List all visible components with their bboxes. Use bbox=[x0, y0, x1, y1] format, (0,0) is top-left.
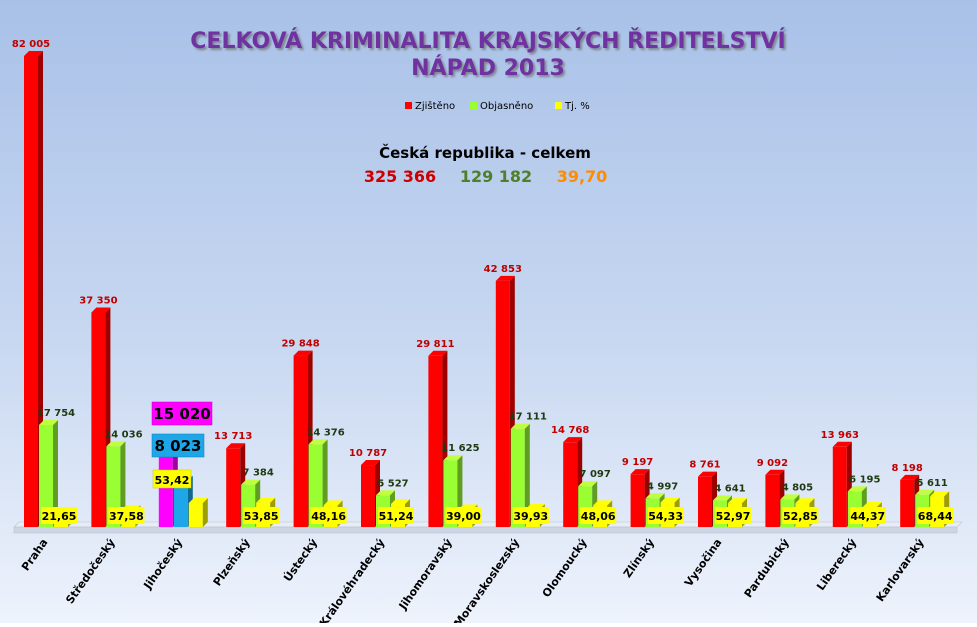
label-solved: 14 036 bbox=[104, 429, 142, 440]
label-percent: 39,93 bbox=[513, 510, 548, 523]
label-percent: 53,85 bbox=[244, 510, 279, 523]
bar-detected bbox=[832, 441, 852, 527]
label-percent-box: 54,33 bbox=[647, 507, 684, 524]
label-percent: 51,24 bbox=[379, 510, 414, 523]
label-detected: 13 713 bbox=[214, 431, 252, 442]
label-percent-box: 44,37 bbox=[849, 507, 886, 524]
label-percent: 53,42 bbox=[155, 474, 190, 487]
floor-top bbox=[13, 521, 963, 528]
label-percent: 48,06 bbox=[581, 510, 616, 523]
label-solved: 14 376 bbox=[306, 427, 344, 438]
label-solved: 4 997 bbox=[647, 481, 678, 492]
legend-label-percent: Tj. % bbox=[564, 101, 590, 112]
label-detected: 42 853 bbox=[484, 264, 522, 275]
summary-solved: 129 182 bbox=[460, 167, 532, 186]
bar-solved bbox=[39, 420, 58, 527]
label-detected: 14 768 bbox=[551, 425, 589, 436]
legend-label-solved: Objasněno bbox=[480, 100, 533, 112]
label-percent: 52,85 bbox=[783, 510, 818, 523]
label-percent: 68,44 bbox=[918, 510, 953, 523]
summary-detected: 325 366 bbox=[364, 167, 436, 186]
bar-percent bbox=[188, 497, 208, 527]
chart-title: CELKOVÁ KRIMINALITA KRAJSKÝCH ŘEDITELSTV… bbox=[190, 28, 785, 54]
label-solved: 4 805 bbox=[782, 482, 813, 493]
label-percent: 52,97 bbox=[716, 510, 751, 523]
label-solved: 4 641 bbox=[714, 483, 745, 494]
label-percent-box: 48,06 bbox=[580, 507, 617, 524]
bar-detected bbox=[24, 51, 43, 527]
label-solved: 11 625 bbox=[441, 443, 479, 454]
label-percent-box: 51,24 bbox=[378, 507, 414, 524]
label-detected: 37 350 bbox=[79, 295, 117, 306]
legend-swatch-detected bbox=[405, 102, 412, 109]
label-solved: 8 023 bbox=[155, 437, 202, 455]
label-detected: 82 005 bbox=[12, 39, 50, 50]
label-solved: 17 111 bbox=[509, 412, 547, 423]
label-percent-box: 21,65 bbox=[41, 507, 77, 524]
label-percent: 21,65 bbox=[42, 510, 77, 523]
label-detected: 9 092 bbox=[757, 458, 788, 469]
label-solved: 5 527 bbox=[377, 478, 408, 489]
legend: Zjištěno Objasněno Tj. % bbox=[405, 100, 590, 112]
label-solved-highlight: 8 023 bbox=[151, 433, 205, 458]
label-percent-box: 53,42 bbox=[152, 469, 192, 489]
label-detected: 29 811 bbox=[416, 339, 454, 350]
label-percent-box: 39,00 bbox=[445, 507, 482, 524]
chart-floor bbox=[13, 521, 963, 534]
label-percent-box: 68,44 bbox=[917, 507, 954, 524]
label-solved: 6 195 bbox=[849, 474, 880, 485]
bar-solved bbox=[106, 441, 126, 527]
label-solved: 5 611 bbox=[917, 478, 948, 489]
label-solved: 7 097 bbox=[580, 469, 611, 480]
label-detected: 9 197 bbox=[622, 457, 653, 468]
label-percent: 44,37 bbox=[850, 510, 885, 523]
label-percent: 39,00 bbox=[446, 510, 481, 523]
label-percent-box: 53,85 bbox=[243, 507, 280, 524]
label-solved: 7 384 bbox=[243, 468, 274, 479]
bar-solved bbox=[510, 423, 530, 527]
label-percent: 48,16 bbox=[311, 510, 346, 523]
label-detected: 13 963 bbox=[821, 430, 859, 441]
label-percent: 54,33 bbox=[648, 510, 683, 523]
label-solved: 17 754 bbox=[37, 408, 75, 419]
labels-layer: 82 005 17 754 21,65 37 350 14 036 37,58 15 020… bbox=[12, 39, 954, 524]
label-percent-box: 39,93 bbox=[512, 507, 549, 524]
legend-swatch-solved bbox=[470, 102, 477, 109]
label-percent-box: 52,85 bbox=[782, 507, 819, 524]
label-detected: 15 020 bbox=[153, 405, 210, 423]
label-detected: 8 198 bbox=[892, 463, 923, 474]
summary-label: Česká republika - celkem bbox=[379, 143, 591, 162]
label-percent-box: 52,97 bbox=[715, 507, 751, 524]
label-detected: 29 848 bbox=[281, 339, 319, 350]
legend-swatch-percent bbox=[555, 102, 562, 109]
label-percent: 37,58 bbox=[109, 510, 144, 523]
label-percent-box: 37,58 bbox=[108, 507, 145, 524]
summary-percent: 39,70 bbox=[557, 167, 608, 186]
label-detected: 8 761 bbox=[689, 460, 720, 471]
floor-front bbox=[13, 526, 958, 534]
label-percent-box: 48,16 bbox=[310, 507, 347, 524]
legend-label-detected: Zjištěno bbox=[415, 100, 455, 112]
label-detected-highlight: 15 020 bbox=[151, 401, 213, 426]
label-detected: 10 787 bbox=[349, 448, 387, 459]
chart-subtitle: NÁPAD 2013 bbox=[411, 55, 565, 81]
